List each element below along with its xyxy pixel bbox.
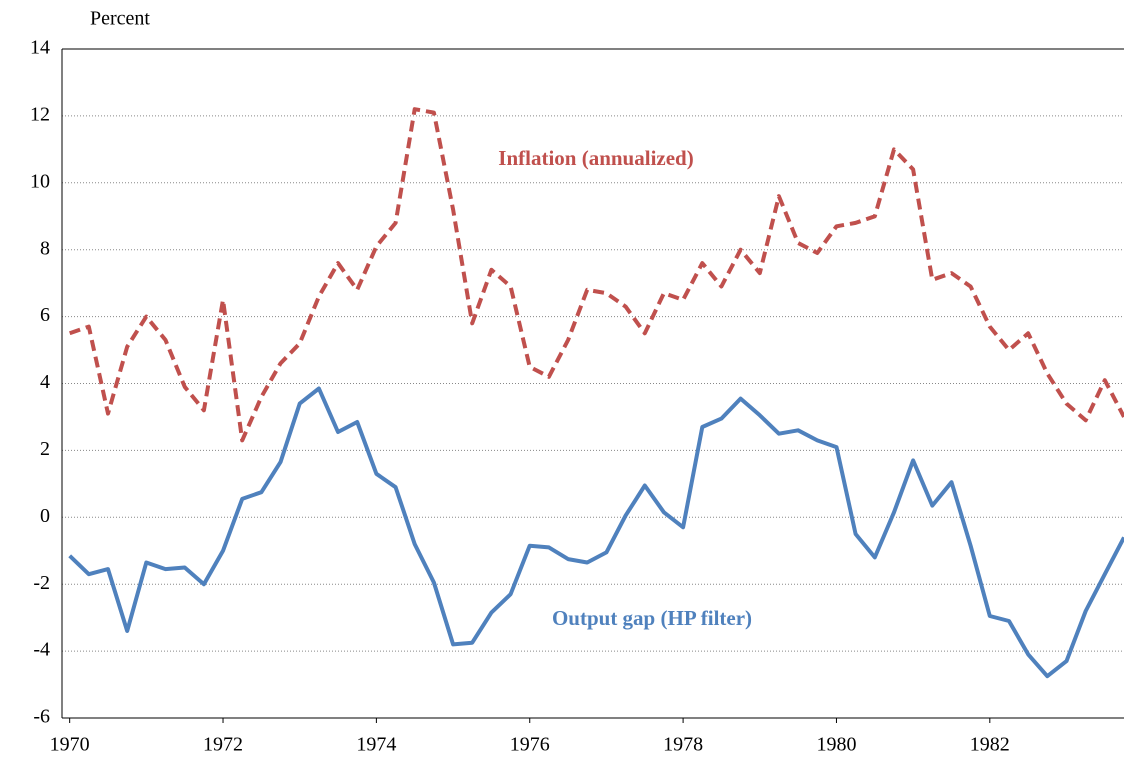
series-label: Output gap (HP filter) (552, 606, 752, 630)
y-tick-label: -2 (33, 572, 50, 594)
y-tick-label: 8 (40, 237, 50, 259)
series-line (68, 386, 1124, 679)
y-tick-label: 6 (40, 304, 50, 326)
x-tick-label: 1972 (203, 734, 243, 756)
y-tick-label: 10 (30, 170, 50, 192)
y-tick-label: 14 (30, 37, 50, 59)
x-tick-label: 1982 (970, 734, 1010, 756)
x-tick-label: 1978 (663, 734, 703, 756)
series-label: Inflation (annualized) (498, 146, 693, 170)
x-tick-label: 1980 (816, 734, 856, 756)
series-line (69, 107, 1124, 443)
y-tick-label: 2 (40, 438, 50, 460)
y-tick-label: 4 (40, 371, 50, 393)
y-tick-label: -4 (33, 639, 50, 661)
y-tick-label: 0 (40, 505, 50, 527)
y-tick-label: 12 (30, 103, 50, 125)
y-tick-label: -6 (33, 706, 50, 728)
x-tick-label: 1976 (510, 734, 550, 756)
x-tick-label: 1970 (50, 734, 90, 756)
x-tick-label: 1974 (356, 734, 396, 756)
y-axis-label: Percent (90, 8, 150, 30)
